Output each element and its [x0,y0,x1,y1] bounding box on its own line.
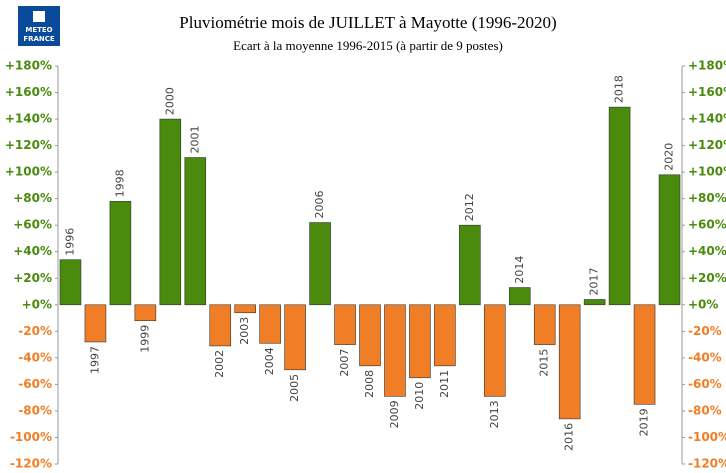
y-tick-label: -60% [18,377,52,391]
bar [459,224,481,306]
x-tick-label: 2015 [538,349,551,377]
y-tick-label: +160% [5,85,52,99]
y2-tick-label: +120% [688,138,726,152]
bar [109,201,132,306]
bar [508,287,531,306]
bar [434,304,456,367]
x-tick-label: 2011 [438,370,451,398]
x-tick-label: 2017 [588,267,601,295]
y-tick-label: +40% [13,244,52,258]
y2-tick-label: +100% [688,165,726,179]
x-tick-label: 2001 [188,126,201,154]
y-tick-label: +60% [13,218,52,232]
x-tick-label: 2020 [663,143,676,171]
y-tick-label: +180% [5,59,52,73]
bar [409,304,431,379]
y-tick-label: -20% [18,324,52,338]
y-tick-label: +100% [5,165,52,179]
bar [209,304,232,347]
y2-tick-label: +40% [688,244,726,258]
y2-tick-label: -80% [688,403,722,417]
y2-tick-label: -120% [688,457,726,471]
x-tick-label: 1999 [138,325,151,353]
bar [384,304,406,397]
x-tick-label: 1998 [113,169,126,197]
bar [134,304,157,322]
bar [558,304,581,420]
x-tick-label: 2018 [613,75,626,103]
bar [159,118,182,306]
x-tick-label: 2019 [638,408,651,436]
x-tick-label: 2009 [388,400,401,428]
x-tick-label: 2010 [413,382,426,410]
chart-title: Pluviométrie mois de JUILLET à Mayotte (… [179,13,556,32]
x-tick-label: 2014 [513,256,526,284]
y2-tick-label: +180% [688,59,726,73]
y-tick-label: +80% [13,191,52,205]
y2-tick-label: +80% [688,191,726,205]
x-tick-label: 1997 [88,346,101,374]
bar [284,304,306,371]
x-tick-label: 2013 [488,400,501,428]
x-tick-label: 2007 [338,349,351,377]
bar [234,304,256,314]
bar [334,304,356,345]
y2-tick-label: +0% [688,297,718,311]
bar [658,174,681,306]
bar [583,299,606,306]
y-tick-label: +120% [5,138,52,152]
y2-tick-label: -40% [688,350,722,364]
y-tick-label: +140% [5,112,52,126]
y2-tick-label: +160% [688,85,726,99]
x-tick-label: 2012 [463,193,476,221]
x-tick-label: 2008 [363,370,376,398]
y-tick-label: +0% [22,297,52,311]
y-tick-label: -80% [18,403,52,417]
y-tick-label: +20% [13,271,52,285]
y-tick-label: -40% [18,350,52,364]
x-tick-label: 2005 [288,374,301,402]
x-tick-label: 2004 [263,347,276,375]
y2-tick-label: +60% [688,218,726,232]
y-tick-label: -100% [10,430,52,444]
bar [184,157,207,306]
bar [59,259,82,306]
bar [633,304,656,405]
bar [84,304,107,343]
y2-tick-label: -20% [688,324,722,338]
logo-icon [33,11,45,22]
y2-tick-label: -60% [688,377,722,391]
bar [259,304,281,344]
x-tick-label: 2002 [213,350,226,378]
logo-text: FRANCE [23,35,55,43]
chart-subtitle: Ecart à la moyenne 1996-2015 (à partir d… [233,38,503,53]
x-tick-label: 1996 [63,228,76,256]
bar [309,222,331,306]
y2-tick-label: -100% [688,430,726,444]
bar [608,106,631,306]
x-tick-label: 2016 [563,423,576,451]
y-tick-label: -120% [10,457,52,471]
x-tick-label: 2003 [238,317,251,345]
bar [359,304,381,367]
x-tick-label: 2000 [163,87,176,115]
bar [533,304,556,345]
bar [484,304,506,397]
y2-tick-label: +140% [688,112,726,126]
x-tick-label: 2006 [313,191,326,219]
logo-text: METEO [25,26,52,34]
y2-tick-label: +20% [688,271,726,285]
